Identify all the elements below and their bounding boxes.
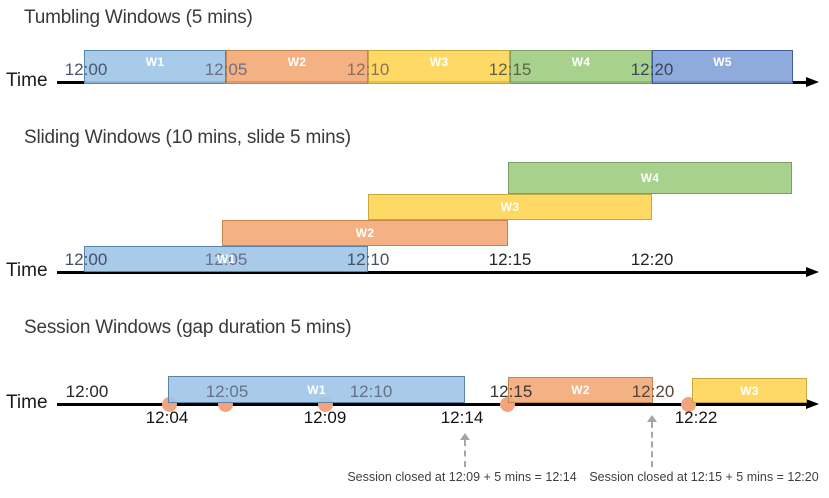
tick-label: 12:05 — [205, 382, 249, 401]
time-axis-arrowhead-icon — [806, 76, 819, 87]
tick-label: 12:00 — [64, 250, 108, 269]
window-box-w4 — [508, 162, 792, 194]
sliding-windows-title: Sliding Windows (10 mins, slide 5 mins) — [24, 127, 351, 148]
window-label-w1: W1 — [216, 252, 236, 266]
window-label-w1: W1 — [307, 382, 326, 397]
window-label-w1: W1 — [145, 55, 165, 69]
tick-label: 12:15 — [488, 250, 532, 269]
time-axis-line — [57, 403, 807, 406]
event-time-label: 12:04 — [145, 408, 189, 427]
window-label-w3: W3 — [740, 383, 759, 398]
tumbling-windows-title: Tumbling Windows (5 mins) — [24, 7, 253, 28]
tick-label: 12:15 — [489, 382, 533, 401]
window-box-w1 — [168, 376, 465, 403]
window-label-w4: W4 — [640, 171, 660, 185]
event-dot — [680, 396, 696, 412]
window-box-w2 — [226, 50, 368, 84]
time-axis-label-session: Time — [6, 392, 48, 413]
event-time-label: 12:09 — [303, 408, 347, 427]
time-axis-arrowhead-icon — [806, 398, 819, 409]
tick-label: 12:00 — [64, 60, 108, 79]
annotation-arrow-dash — [651, 422, 653, 467]
session-closed-caption: Session closed at 12:15 + 5 mins = 12:20 — [589, 470, 819, 484]
window-label-w2: W2 — [287, 55, 307, 69]
tick-label: 12:20 — [630, 250, 674, 269]
window-label-w3: W3 — [500, 200, 520, 214]
time-axis-arrowhead-icon — [806, 266, 819, 277]
tick-label: 12:20 — [631, 382, 675, 401]
tick-label: 12:10 — [349, 382, 393, 401]
window-box-w1 — [84, 50, 226, 84]
window-label-w3: W3 — [429, 55, 449, 69]
window-box-w3 — [368, 194, 652, 220]
time-axis-label-tumbling: Time — [6, 70, 48, 91]
tick-label: 12:20 — [630, 60, 674, 79]
window-label-w5: W5 — [713, 55, 732, 69]
window-label-w2: W2 — [571, 383, 590, 397]
session-closed-caption: Session closed at 12:09 + 5 mins = 12:14 — [347, 470, 577, 484]
tick-label: 12:10 — [346, 250, 390, 269]
annotation-arrow-up-icon — [647, 415, 657, 422]
annotation-arrow-up-icon — [460, 433, 470, 440]
window-box-w2 — [508, 377, 653, 403]
window-label-w4: W4 — [571, 55, 591, 69]
window-box-w4 — [510, 50, 652, 84]
window-box-w3 — [368, 50, 510, 84]
window-label-w2: W2 — [355, 226, 375, 240]
event-time-label: 12:14 — [440, 408, 484, 427]
window-box-w5 — [652, 50, 793, 84]
tick-label: 12:05 — [204, 250, 248, 269]
annotation-arrow-dash — [464, 440, 466, 467]
tick-label: 12:05 — [204, 60, 248, 79]
window-box-w2 — [222, 220, 508, 246]
tick-label: 12:00 — [65, 382, 109, 401]
window-box-w1 — [84, 246, 368, 272]
window-box-w3 — [692, 378, 807, 403]
session-windows-title: Session Windows (gap duration 5 mins) — [24, 317, 352, 338]
event-time-label: 12:22 — [674, 408, 718, 427]
time-axis-label-sliding: Time — [6, 260, 48, 281]
time-axis-line — [57, 271, 807, 274]
tick-label: 12:15 — [488, 60, 532, 79]
tick-label: 12:10 — [346, 60, 390, 79]
